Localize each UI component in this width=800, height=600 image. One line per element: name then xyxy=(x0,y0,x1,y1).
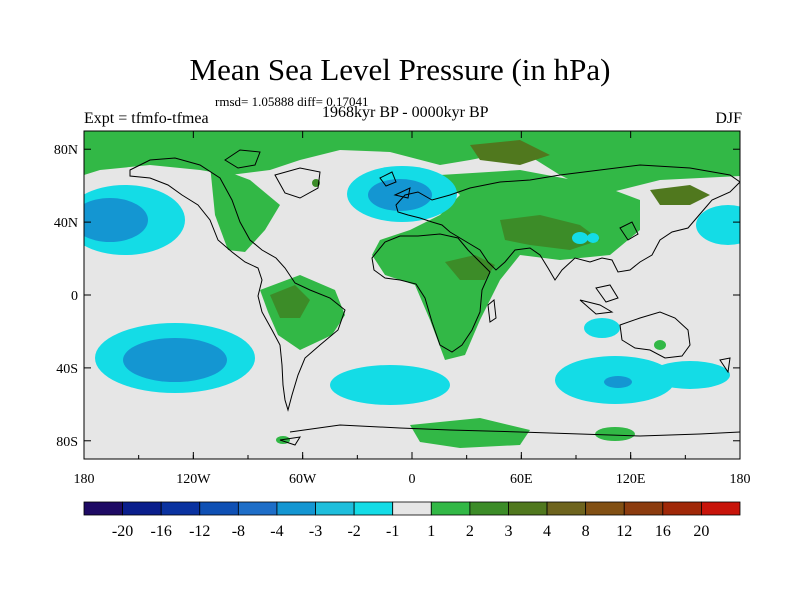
x-tick-label: 180 xyxy=(74,472,95,487)
colorbar-swatch xyxy=(469,501,509,516)
y-tick-label: 80N xyxy=(54,143,78,158)
colorbar-label: -3 xyxy=(309,523,322,540)
colorbar-swatch xyxy=(546,501,587,516)
colorbar-label: 2 xyxy=(466,523,474,540)
colorbar-label: -4 xyxy=(270,523,283,540)
colorbar-label: 4 xyxy=(543,523,551,540)
colorbar-swatch xyxy=(623,501,664,516)
x-tick-label: 180 xyxy=(730,472,751,487)
colorbar-label: -12 xyxy=(189,523,210,540)
colorbar-swatch xyxy=(160,501,201,516)
colorbar-swatch xyxy=(353,501,394,516)
colorbar-label: 12 xyxy=(616,523,632,540)
colorbar-swatch xyxy=(199,501,239,516)
x-tick-label: 120W xyxy=(176,472,211,487)
period-label: 1968kyr BP - 0000kyr BP xyxy=(322,104,489,121)
colorbar-label: 3 xyxy=(504,523,512,540)
colorbar-label: -8 xyxy=(232,523,245,540)
colorbar-swatch xyxy=(122,501,162,516)
colorbar-label: 8 xyxy=(582,523,590,540)
y-tick-label: 40N xyxy=(54,216,78,231)
colorbar-swatch xyxy=(276,501,316,516)
x-tick-label: 60E xyxy=(510,472,533,487)
y-tick-label: 40S xyxy=(56,362,78,377)
x-tick-label: 0 xyxy=(409,472,416,487)
strong-positive-regions xyxy=(270,140,710,318)
colorbar-label: -16 xyxy=(151,523,172,540)
x-tick-label: 120E xyxy=(616,472,646,487)
colorbar-swatch xyxy=(392,501,432,516)
x-axis: 180 120W 60W 0 60E 120E 180 xyxy=(74,131,751,487)
y-tick-label: 80S xyxy=(56,435,78,450)
colorbar-label: -2 xyxy=(347,523,360,540)
colorbar-swatch xyxy=(430,501,471,516)
colorbar-label: 1 xyxy=(427,523,435,540)
colorbar-label: -1 xyxy=(386,523,399,540)
coastlines xyxy=(129,149,740,446)
colorbar-swatch xyxy=(315,501,355,516)
colorbar-label: 16 xyxy=(655,523,671,540)
x-tick-label: 60W xyxy=(289,472,317,487)
experiment-label: Expt = tfmfo-tfmea xyxy=(84,110,209,127)
colorbar-swatch xyxy=(701,501,741,516)
colorbar-label: -20 xyxy=(112,523,133,540)
season-label: DJF xyxy=(715,110,742,127)
colorbar-swatch xyxy=(237,501,278,516)
y-tick-label: 0 xyxy=(71,289,78,304)
colorbar-swatch xyxy=(662,501,702,516)
stats-label: rmsd= 1.05888 diff= 0.17041 xyxy=(215,94,369,109)
y-axis: 80N 40N 0 40S 80S xyxy=(54,143,740,450)
colorbar-swatch xyxy=(508,501,548,516)
strong-negative-regions xyxy=(84,179,632,388)
colorbar: -20 -16 -12 -8 -4 -3 -2 -1 1 2 3 4 8 12 16 20 xyxy=(83,501,741,540)
chart-title: Mean Sea Level Pressure (in hPa) xyxy=(189,52,611,87)
colorbar-swatch xyxy=(585,501,625,516)
colorbar-swatch xyxy=(83,501,123,516)
colorbar-label: 20 xyxy=(693,523,709,540)
